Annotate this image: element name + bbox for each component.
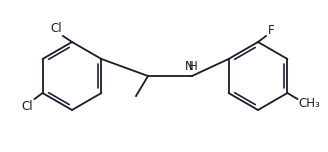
- Text: Cl: Cl: [22, 100, 33, 112]
- Text: N: N: [185, 59, 194, 73]
- Text: H: H: [189, 59, 197, 73]
- Text: CH₃: CH₃: [298, 97, 320, 109]
- Text: F: F: [268, 24, 274, 36]
- Text: Cl: Cl: [50, 22, 62, 36]
